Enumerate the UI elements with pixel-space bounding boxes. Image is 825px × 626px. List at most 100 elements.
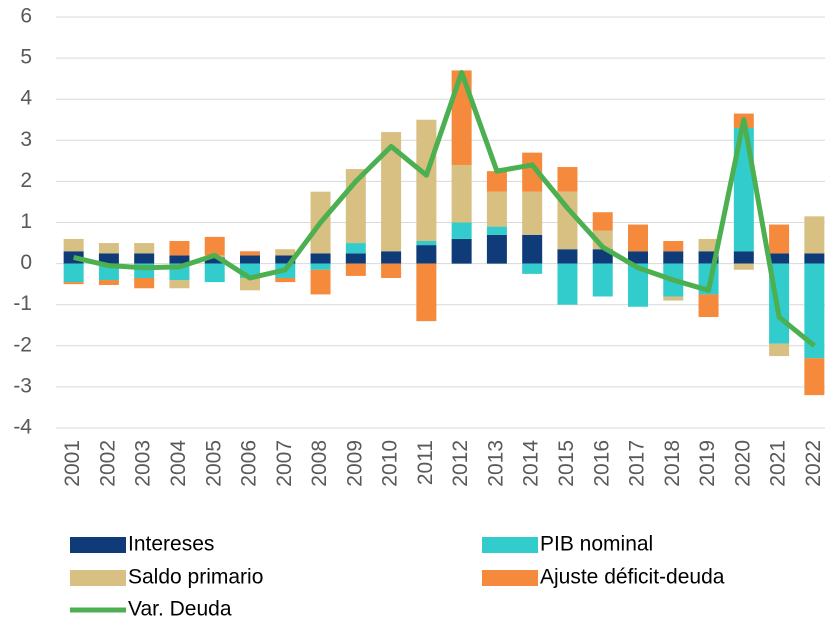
bar — [522, 234, 543, 264]
bar — [592, 212, 613, 231]
bar — [98, 243, 119, 254]
x-tick-label: 2020 — [731, 440, 754, 487]
bar — [522, 263, 543, 274]
legend-swatch — [482, 537, 538, 553]
y-tick-label: 6 — [20, 5, 32, 28]
bar — [204, 236, 225, 256]
x-tick-label: 2009 — [343, 440, 366, 487]
x-tick-label: 2003 — [132, 440, 155, 487]
bar — [416, 263, 437, 322]
x-tick-label: 2014 — [520, 440, 543, 487]
x-tick-label: 2017 — [626, 440, 649, 487]
bar — [628, 251, 648, 264]
bar — [698, 238, 719, 252]
legend-label: PIB nominal — [540, 533, 653, 556]
bar — [557, 167, 578, 192]
bar — [240, 255, 260, 264]
bar — [98, 253, 119, 264]
bar — [698, 294, 719, 318]
bar — [663, 296, 684, 301]
x-tick-label: 2006 — [238, 440, 261, 487]
bar — [275, 277, 296, 283]
x-tick-label: 2015 — [555, 440, 578, 487]
bar — [134, 243, 155, 254]
x-tick-label: 2011 — [414, 440, 437, 485]
x-tick-label: 2002 — [96, 440, 119, 487]
x-tick-label: 2004 — [167, 440, 190, 487]
bar — [522, 152, 543, 192]
bar — [416, 245, 437, 264]
bar — [557, 191, 578, 250]
y-tick-label: 3 — [20, 128, 32, 151]
bar — [275, 249, 296, 256]
bar — [557, 263, 578, 305]
bar — [804, 263, 825, 359]
bar — [663, 251, 684, 264]
y-tick-label: -2 — [13, 333, 32, 356]
y-tick-label: -4 — [13, 416, 32, 439]
legend-swatch — [482, 570, 538, 586]
bar — [381, 251, 402, 264]
bar — [804, 358, 825, 396]
x-tick-label: 2012 — [449, 440, 472, 487]
bar — [204, 263, 225, 283]
legend-swatch — [70, 570, 126, 586]
bar — [63, 263, 84, 283]
bar — [486, 191, 507, 227]
x-tick-label: 2001 — [61, 440, 84, 487]
bar — [628, 224, 648, 252]
bar — [310, 269, 331, 295]
bar — [345, 243, 366, 254]
bar — [416, 240, 437, 246]
bar — [663, 240, 684, 252]
bar — [486, 234, 507, 264]
y-tick-label: -1 — [13, 292, 32, 315]
x-tick-label: 2021 — [767, 440, 790, 487]
bar — [381, 263, 402, 278]
bar — [134, 277, 155, 289]
bar — [592, 263, 613, 297]
legend-label: Intereses — [128, 533, 214, 556]
legend-label: Saldo primario — [128, 566, 263, 589]
bar — [169, 280, 190, 289]
x-tick-label: 2018 — [661, 440, 684, 487]
y-tick-label: -3 — [13, 374, 32, 397]
bar — [310, 263, 331, 270]
x-tick-label: 2005 — [202, 440, 225, 487]
y-tick-label: 5 — [20, 46, 32, 69]
legend-label: Var. Deuda — [128, 598, 232, 621]
bar — [804, 216, 825, 254]
x-tick-label: 2013 — [484, 440, 507, 487]
bar — [345, 263, 366, 276]
bar — [451, 238, 472, 264]
bar — [769, 343, 790, 357]
legend-swatch — [70, 537, 126, 553]
legend-label: Ajuste déficit-deuda — [540, 566, 725, 589]
bar — [769, 253, 790, 264]
bar — [169, 240, 190, 256]
bar — [98, 280, 119, 285]
bar — [240, 251, 260, 256]
x-tick-label: 2008 — [308, 440, 331, 487]
y-tick-label: 4 — [20, 87, 32, 110]
bar — [134, 253, 155, 264]
y-tick-label: 0 — [20, 251, 32, 274]
x-tick-label: 2022 — [802, 440, 825, 487]
bar — [63, 238, 84, 252]
bar — [522, 191, 543, 235]
bar — [628, 263, 648, 307]
bar — [275, 255, 296, 264]
bar — [204, 257, 225, 264]
bar — [240, 277, 260, 291]
bar — [733, 251, 754, 264]
bar — [804, 253, 825, 264]
bar — [557, 249, 578, 264]
x-tick-label: 2010 — [379, 440, 402, 487]
bar — [451, 164, 472, 223]
x-tick-label: 2016 — [590, 440, 613, 487]
bar — [310, 253, 331, 264]
bar — [381, 132, 402, 252]
bar — [733, 263, 754, 270]
bar — [486, 226, 507, 235]
